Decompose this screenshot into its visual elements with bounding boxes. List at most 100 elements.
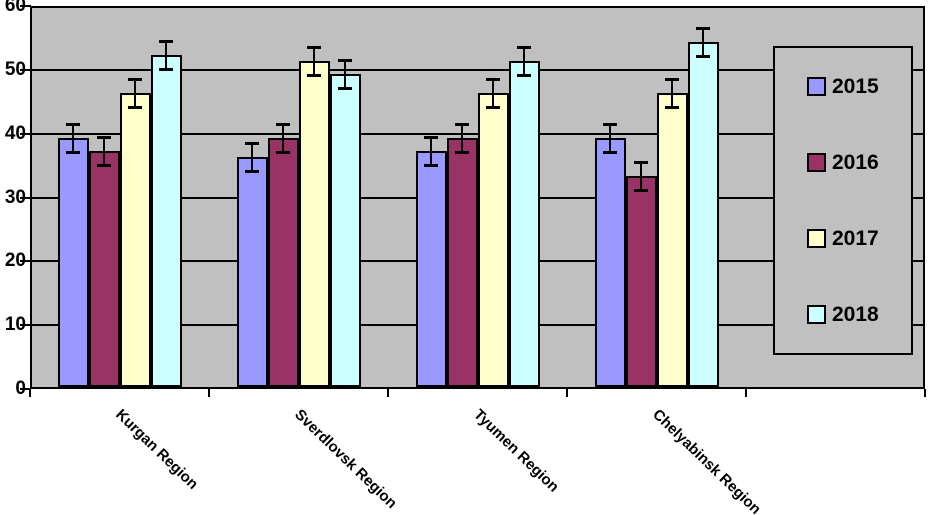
error-bar-2017-sverdlovsk-region-cap-bottom bbox=[307, 74, 321, 78]
x-tick-mark-1 bbox=[208, 389, 210, 397]
legend-swatch-2017-icon bbox=[807, 229, 826, 249]
y-tick-mark-0 bbox=[20, 388, 31, 390]
bar-2016-tyumen-region bbox=[446, 138, 478, 387]
bar-2016-sverdlovsk-region bbox=[267, 138, 299, 387]
error-bar-2015-tyumen-region-line bbox=[430, 136, 432, 165]
error-bar-2018-chelyabinsk-region-cap-bottom bbox=[696, 55, 710, 59]
error-bar-2016-tyumen-region-cap-top bbox=[455, 123, 469, 126]
y-tick-label-50: 50 bbox=[4, 58, 26, 80]
y-tick-mark-30 bbox=[20, 196, 31, 199]
error-bar-2017-chelyabinsk-region-cap-bottom bbox=[665, 106, 679, 110]
error-bar-2015-sverdlovsk-region-cap-bottom bbox=[245, 170, 259, 174]
x-tick-mark-0 bbox=[29, 389, 31, 397]
error-bar-2018-kurgan-region-cap-top bbox=[159, 40, 173, 44]
error-bar-2017-sverdlovsk-region-line bbox=[313, 47, 315, 76]
error-bar-2018-sverdlovsk-region-cap-top bbox=[338, 59, 352, 63]
bar-2015-sverdlovsk-region bbox=[236, 157, 268, 387]
error-bar-2015-tyumen-region-cap-bottom bbox=[424, 163, 438, 167]
x-tick-mark-3 bbox=[566, 389, 568, 397]
error-bar-2015-kurgan-region-line bbox=[72, 124, 74, 153]
y-tick-mark-60 bbox=[20, 5, 31, 7]
error-bar-2016-sverdlovsk-region-line bbox=[282, 124, 284, 153]
error-bar-2018-sverdlovsk-region-cap-bottom bbox=[338, 87, 352, 91]
legend-item-2016: 2016 bbox=[807, 152, 911, 173]
bar-2018-chelyabinsk-region bbox=[687, 42, 719, 387]
bar-2018-kurgan-region bbox=[150, 55, 182, 387]
x-tick-mark-5 bbox=[924, 389, 926, 397]
legend-swatch-2015-icon bbox=[807, 76, 826, 96]
error-bar-2015-tyumen-region-cap-top bbox=[424, 135, 438, 139]
error-bar-2016-kurgan-region-cap-top bbox=[97, 135, 111, 139]
bar-2015-kurgan-region bbox=[57, 138, 89, 387]
y-tick-label-10: 10 bbox=[4, 314, 26, 336]
error-bar-2015-sverdlovsk-region-line bbox=[251, 143, 253, 172]
y-tick-mark-20 bbox=[20, 260, 31, 263]
error-bar-2016-tyumen-region-cap-bottom bbox=[455, 151, 469, 155]
legend-label-2018: 2018 bbox=[832, 303, 879, 327]
error-bar-2016-sverdlovsk-region-cap-top bbox=[276, 123, 290, 126]
bar-2016-kurgan-region bbox=[88, 150, 120, 387]
y-tick-mark-50 bbox=[20, 68, 31, 71]
error-bar-2017-sverdlovsk-region-cap-top bbox=[307, 46, 321, 50]
error-bar-2018-tyumen-region-line bbox=[523, 47, 525, 76]
bar-2015-tyumen-region bbox=[415, 150, 447, 387]
bar-2016-chelyabinsk-region bbox=[625, 176, 657, 387]
legend: 2015 2016 2017 2018 bbox=[773, 46, 913, 355]
error-bar-2018-chelyabinsk-region-line bbox=[702, 28, 704, 57]
legend-swatch-2018-icon bbox=[807, 305, 826, 325]
legend-label-2017: 2017 bbox=[832, 227, 879, 251]
error-bar-2016-kurgan-region-cap-bottom bbox=[97, 163, 111, 167]
bar-2017-sverdlovsk-region bbox=[298, 61, 330, 387]
y-tick-mark-40 bbox=[20, 132, 31, 135]
y-tick-label-40: 40 bbox=[4, 122, 26, 144]
y-tick-label-60: 60 bbox=[4, 0, 26, 16]
y-tick-label-20: 20 bbox=[4, 250, 26, 272]
error-bar-2017-kurgan-region-cap-top bbox=[128, 78, 142, 82]
error-bar-2016-chelyabinsk-region-line bbox=[640, 162, 642, 191]
x-category-label-kurgan-region: Kurgan Region bbox=[111, 406, 201, 493]
legend-label-2016: 2016 bbox=[832, 150, 879, 174]
x-tick-mark-2 bbox=[387, 389, 389, 397]
error-bar-2018-chelyabinsk-region-cap-top bbox=[696, 27, 710, 31]
legend-item-2018: 2018 bbox=[807, 304, 911, 325]
error-bar-2016-kurgan-region-line bbox=[103, 136, 105, 165]
error-bar-2016-chelyabinsk-region-cap-top bbox=[634, 161, 648, 165]
error-bar-2018-tyumen-region-cap-bottom bbox=[517, 74, 531, 78]
bar-2018-sverdlovsk-region bbox=[329, 74, 361, 387]
gridline-50 bbox=[32, 68, 923, 71]
bar-2017-kurgan-region bbox=[119, 93, 151, 387]
error-bar-2017-tyumen-region-line bbox=[492, 79, 494, 108]
legend-item-2017: 2017 bbox=[807, 228, 911, 249]
error-bar-2015-kurgan-region-cap-top bbox=[66, 123, 80, 126]
error-bar-2017-tyumen-region-cap-top bbox=[486, 78, 500, 82]
error-bar-2018-tyumen-region-cap-top bbox=[517, 46, 531, 50]
y-tick-mark-10 bbox=[20, 324, 31, 327]
error-bar-2016-sverdlovsk-region-cap-bottom bbox=[276, 151, 290, 155]
error-bar-2017-chelyabinsk-region-cap-top bbox=[665, 78, 679, 82]
error-bar-2018-kurgan-region-line bbox=[165, 41, 167, 70]
y-tick-label-30: 30 bbox=[4, 186, 26, 208]
bar-2018-tyumen-region bbox=[508, 61, 540, 387]
x-tick-mark-4 bbox=[745, 389, 747, 397]
bar-2017-chelyabinsk-region bbox=[656, 93, 688, 387]
error-bar-2016-chelyabinsk-region-cap-bottom bbox=[634, 189, 648, 193]
x-category-label-tyumen-region: Tyumen Region bbox=[469, 406, 562, 496]
error-bar-2017-kurgan-region-line bbox=[134, 79, 136, 108]
legend-item-2015: 2015 bbox=[807, 76, 911, 97]
legend-label-2015: 2015 bbox=[832, 74, 879, 98]
error-bar-2015-chelyabinsk-region-cap-bottom bbox=[603, 151, 617, 155]
error-bar-2018-kurgan-region-cap-bottom bbox=[159, 68, 173, 72]
bar-2017-tyumen-region bbox=[477, 93, 509, 387]
error-bar-2016-tyumen-region-line bbox=[461, 124, 463, 153]
error-bar-2015-sverdlovsk-region-cap-top bbox=[245, 142, 259, 146]
bar-2015-chelyabinsk-region bbox=[594, 138, 626, 387]
error-bar-2017-chelyabinsk-region-line bbox=[671, 79, 673, 108]
error-bar-2015-chelyabinsk-region-cap-top bbox=[603, 123, 617, 126]
error-bar-2015-chelyabinsk-region-line bbox=[609, 124, 611, 153]
error-bar-2015-kurgan-region-cap-bottom bbox=[66, 151, 80, 155]
x-category-label-sverdlovsk-region: Sverdlovsk Region bbox=[290, 406, 400, 513]
legend-swatch-2016-icon bbox=[807, 152, 826, 172]
x-category-label-chelyabinsk-region: Chelyabinsk Region bbox=[648, 406, 764, 515]
error-bar-2017-kurgan-region-cap-bottom bbox=[128, 106, 142, 110]
